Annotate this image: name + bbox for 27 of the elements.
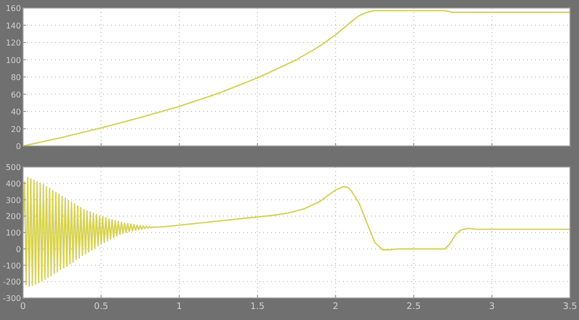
y-tick-label: 400 bbox=[6, 179, 21, 188]
y-tick-label: 0 bbox=[16, 244, 21, 254]
y-tick-label: -100 bbox=[2, 261, 21, 270]
line-series bbox=[22, 10, 571, 147]
y-tick-label: 300 bbox=[6, 196, 21, 205]
x-tick-label: 3 bbox=[488, 302, 495, 312]
y-tick-label: 140 bbox=[6, 21, 21, 30]
x-tick-label: 3.5 bbox=[562, 302, 578, 312]
x-tick-label: 2 bbox=[332, 302, 338, 312]
y-tick-label: 0 bbox=[16, 142, 21, 151]
x-tick-label: 2.5 bbox=[406, 302, 421, 312]
x-tick-label: 1 bbox=[176, 302, 182, 312]
y-tick-label: 100 bbox=[6, 228, 21, 238]
y-tick-label: 200 bbox=[6, 212, 21, 222]
y-tick-label: 20 bbox=[10, 124, 21, 134]
line-series bbox=[22, 176, 571, 287]
y-tick-label: -300 bbox=[2, 294, 21, 303]
y-tick-label: 120 bbox=[6, 38, 21, 48]
y-tick-label: 80 bbox=[10, 73, 21, 82]
y-tick-label: 60 bbox=[10, 90, 21, 100]
x-tick-label: 0.5 bbox=[94, 302, 108, 312]
y-tick-label: 40 bbox=[10, 108, 21, 116]
y-tick-label: 100 bbox=[6, 56, 21, 65]
x-tick-label: 1.5 bbox=[250, 302, 265, 312]
y-tick-label: 160 bbox=[6, 4, 21, 13]
y-tick-label: -200 bbox=[2, 278, 21, 287]
y-tick-label: 500 bbox=[6, 163, 21, 172]
